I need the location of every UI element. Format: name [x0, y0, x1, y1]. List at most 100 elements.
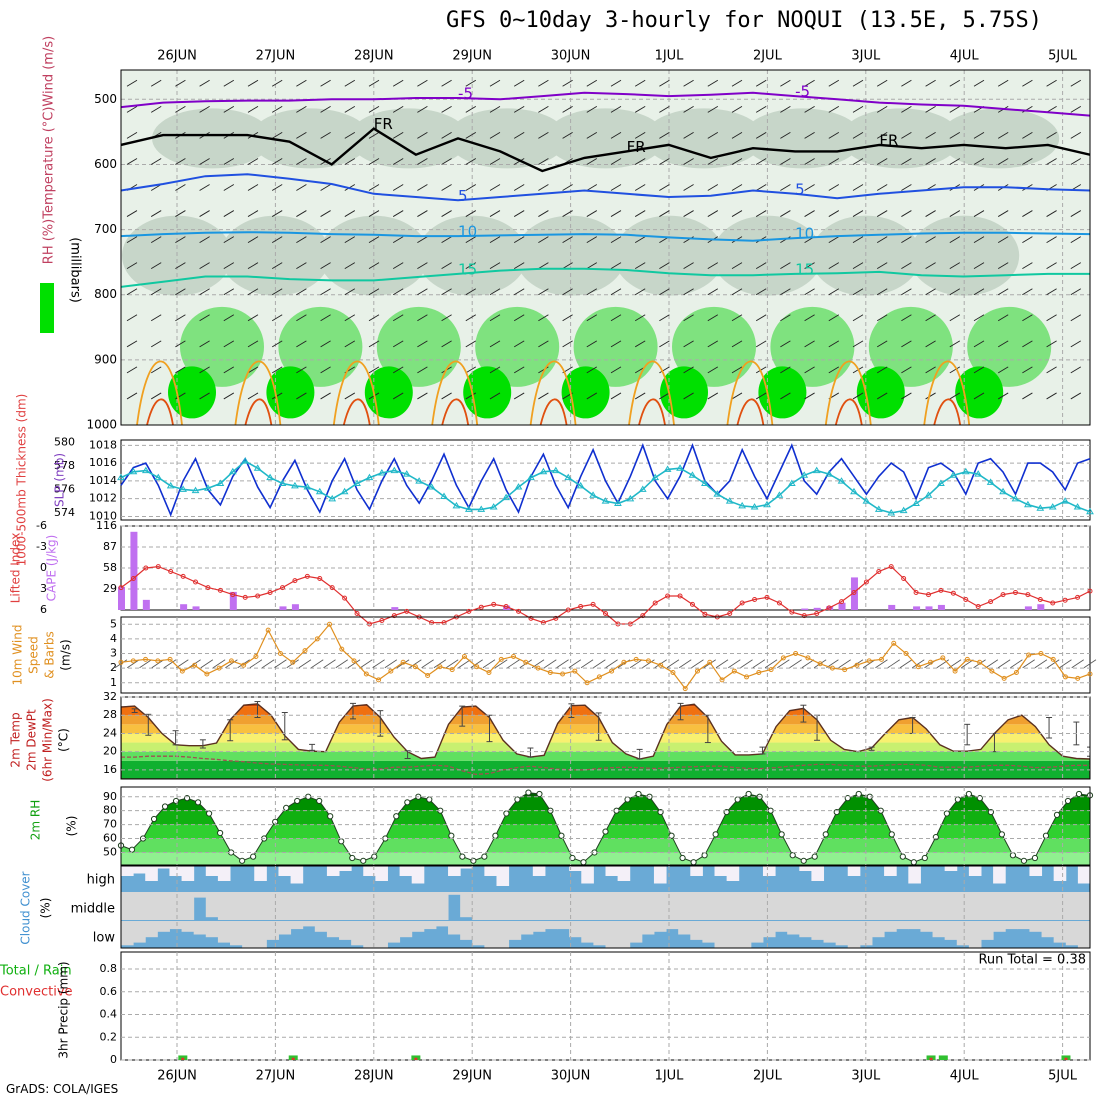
wind-barb — [1046, 288, 1057, 296]
thickness-marker — [166, 481, 175, 489]
cloud-middle-clear — [508, 892, 522, 920]
lifted-index-line — [120, 565, 1091, 625]
cloud-high-clear — [290, 866, 304, 884]
wind-barb — [199, 105, 210, 113]
wind-barb — [755, 184, 767, 191]
wind-barb — [683, 288, 694, 296]
wind-barb — [392, 340, 404, 348]
rh-marker — [580, 859, 587, 866]
y-tick-label: 0.6 — [100, 985, 118, 998]
wind-barb — [1022, 340, 1033, 348]
rh-band — [121, 852, 1090, 865]
cloud-low-clear — [762, 921, 776, 938]
rh-marker — [602, 828, 609, 835]
wind-barb — [659, 79, 670, 87]
cloud-low-clear — [605, 921, 619, 948]
cloud-high-clear — [799, 866, 812, 871]
rh-marker — [150, 815, 158, 823]
wind-barb — [247, 262, 259, 270]
date-label-top: 27JUN — [256, 49, 296, 64]
y-tick-label: -6 — [36, 519, 47, 532]
wind-barb — [731, 314, 743, 322]
wind-barb — [441, 105, 452, 113]
chart-title: GFS 0~10day 3-hourly for NOQUI (13.5E, 5… — [446, 8, 1043, 33]
wind-barb — [912, 659, 925, 669]
temp-band — [121, 742, 1090, 752]
wind-barb — [755, 366, 767, 374]
wind-barb — [392, 105, 404, 113]
rh-marker — [1009, 852, 1017, 859]
wind-barb — [1070, 262, 1082, 270]
wind-barb — [804, 366, 815, 374]
y-axis-label: (°C) — [57, 728, 71, 752]
thickness-marker — [576, 481, 585, 489]
wind-speed-marker — [339, 646, 345, 652]
wind-barb — [755, 105, 767, 113]
cloud-low-clear — [520, 921, 534, 935]
wind-barb — [320, 132, 331, 139]
rh-shade-upper — [152, 108, 272, 169]
lifted-index-marker — [553, 615, 559, 621]
cloud-low-clear — [1005, 921, 1018, 930]
wind-barb — [139, 659, 152, 669]
wind-barb — [586, 262, 598, 270]
wind-barb — [901, 236, 912, 244]
wind-barb — [126, 79, 138, 87]
rh-marker — [327, 813, 334, 820]
wind-barb — [441, 210, 452, 217]
wind-barb — [586, 236, 598, 244]
contour-label: 5 — [458, 187, 468, 205]
cloud-middle-clear — [278, 892, 292, 920]
y-tick-label: 60 — [103, 832, 117, 845]
cape-bar — [1037, 604, 1045, 610]
wind-barb — [223, 210, 235, 217]
wind-barb — [538, 79, 549, 87]
wind-barb — [634, 105, 646, 113]
wind-barb — [344, 236, 356, 244]
lifted-index-marker — [1037, 597, 1043, 602]
wind-barb — [368, 314, 380, 322]
wind-barb — [513, 340, 525, 348]
wind-barb — [150, 79, 162, 87]
wind-barb — [901, 79, 912, 87]
rh-bright — [856, 366, 905, 419]
wind-speed-marker — [658, 662, 664, 668]
lifted-index-marker — [814, 611, 820, 616]
cloud-low-clear — [859, 921, 873, 946]
wind-speed-marker — [805, 655, 811, 661]
contour-15 — [121, 267, 1090, 288]
wind-speed-marker — [609, 668, 615, 674]
rh-marker — [128, 846, 136, 853]
thickness-marker — [514, 483, 523, 490]
wind-barb — [925, 340, 936, 348]
y-axis-label: 2m RH — [29, 800, 43, 841]
lifted-index-marker — [391, 613, 397, 619]
wind-barb — [298, 659, 312, 669]
thickness-marker — [787, 479, 796, 487]
wind-barb — [610, 262, 622, 270]
wind-barb — [199, 184, 210, 191]
y-axis-label: (%) — [65, 816, 79, 837]
wind-barb — [634, 132, 646, 139]
lifted-index-marker — [130, 576, 136, 581]
cloud-layer-label: high — [87, 873, 115, 888]
wind-barb — [683, 314, 694, 322]
thickness-marker — [862, 497, 871, 504]
wind-barb — [1070, 158, 1082, 165]
cloud-low-clear — [884, 921, 897, 932]
wind-barb — [876, 236, 888, 244]
cloud-low-clear — [993, 921, 1006, 932]
wind-barb — [320, 79, 331, 87]
wind-barb — [1022, 158, 1033, 165]
wind-barb — [1070, 105, 1082, 113]
wind-barb — [271, 340, 283, 348]
wind-barb — [634, 158, 646, 165]
wind-speed-marker — [682, 686, 688, 692]
rh-marker — [921, 854, 928, 862]
cloud-middle-clear — [242, 892, 255, 920]
y-tick-label: 700 — [94, 222, 117, 236]
rh-marker — [316, 797, 323, 805]
rh-marker — [778, 831, 785, 838]
rh-marker — [470, 857, 477, 864]
cape-bar — [180, 604, 188, 610]
